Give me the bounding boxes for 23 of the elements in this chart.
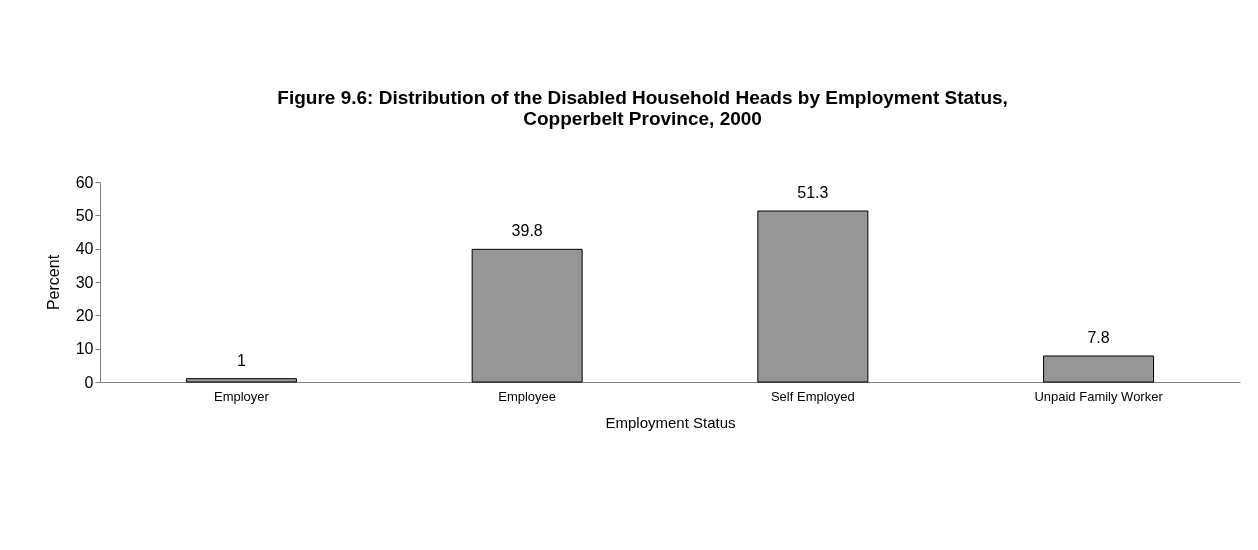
- y-tick-label: 10: [75, 340, 94, 358]
- data-label: 7.8: [1087, 329, 1110, 346]
- x-tick-label: Employer: [213, 388, 270, 404]
- y-tick-label: 50: [75, 206, 94, 224]
- text: Figure 9.6: Distribution of the Disabled Household Heads by Employment Status,: [277, 87, 1008, 108]
- bar: [471, 248, 583, 383]
- bar: [1043, 355, 1155, 383]
- y-tick-label: 30: [75, 273, 94, 291]
- bar: [185, 378, 297, 383]
- y-tick-label: 20: [75, 306, 94, 324]
- y-tick-label: 40: [75, 240, 94, 258]
- data-label: 51.3: [797, 184, 829, 201]
- x-axis-title: Employment Status: [605, 413, 736, 431]
- y-tick-label: 60: [75, 173, 94, 191]
- x-tick-label: Employee: [498, 388, 557, 404]
- text: Copperbelt Province, 2000: [523, 108, 762, 129]
- y-axis-title: Percent: [44, 254, 62, 311]
- y-tick-label: 0: [84, 373, 94, 391]
- x-tick-label: Unpaid Family Worker: [1034, 388, 1164, 404]
- x-tick-label: Self Employed: [770, 388, 855, 404]
- bar: [757, 210, 869, 383]
- data-label: 39.8: [511, 222, 543, 240]
- data-label: 1: [236, 351, 246, 369]
